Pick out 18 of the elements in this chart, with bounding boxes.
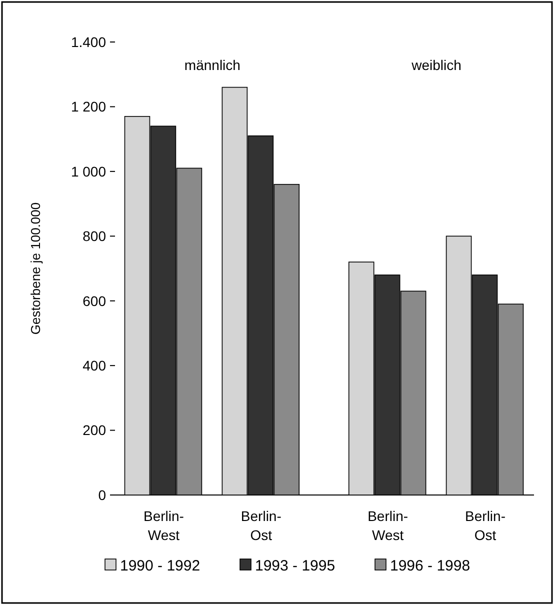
x-tick-label: Berlin-West bbox=[368, 508, 408, 543]
y-tick-label: 200 bbox=[82, 422, 106, 438]
annotation: weiblich bbox=[410, 57, 462, 73]
y-tick-label: 400 bbox=[82, 357, 106, 374]
annotation: männlich bbox=[184, 57, 240, 73]
legend-label: 1993 - 1995 bbox=[255, 557, 336, 574]
y-tick-label: 1 000 bbox=[70, 163, 106, 180]
y-tick-label: 800 bbox=[82, 228, 106, 244]
y-tick-label: 1 200 bbox=[70, 98, 106, 115]
y-tick-label: 1.400 bbox=[70, 34, 106, 50]
x-tick-label: Berlin-Ost bbox=[465, 508, 506, 543]
x-tick-label: Berlin-West bbox=[143, 508, 184, 543]
y-axis-title: Gestorbene je 100.000 bbox=[28, 202, 43, 335]
legend-label: 1996 - 1998 bbox=[390, 557, 470, 574]
x-tick-label: Berlin-Ost bbox=[240, 508, 282, 543]
legend-label: 1990 - 1992 bbox=[120, 557, 200, 574]
y-tick-label: 0 bbox=[98, 486, 106, 503]
y-tick-label: 600 bbox=[82, 292, 106, 309]
